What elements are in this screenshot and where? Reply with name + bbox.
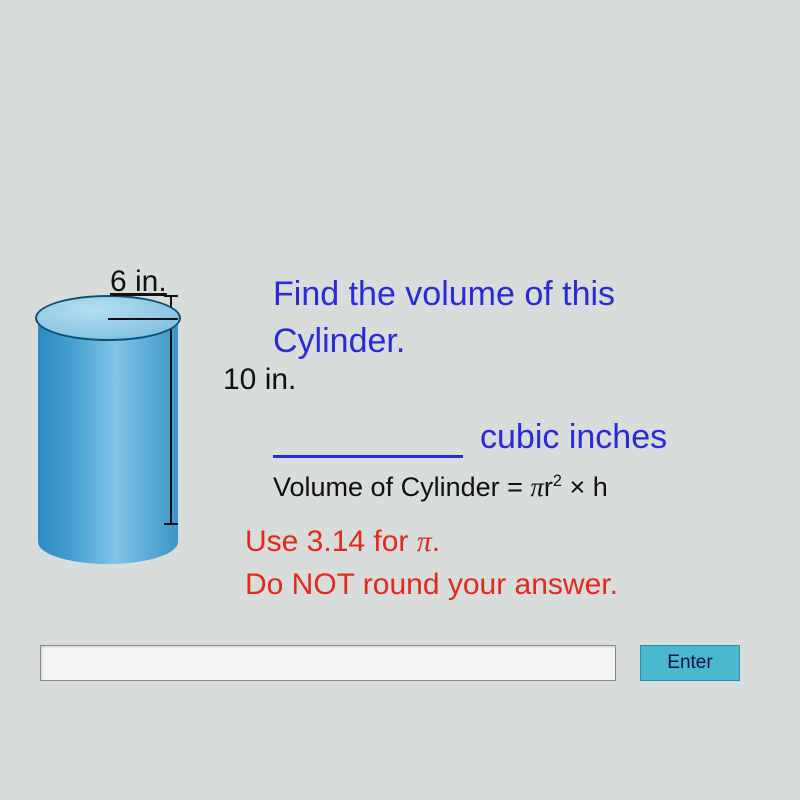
prompt-line-1: Find the volume of this [273,275,615,314]
note-no-round: Do NOT round your answer. [245,568,618,602]
radius-line [108,318,178,320]
answer-blank-line [273,455,463,458]
answer-row: Enter [40,645,740,685]
radius-label: 6 in. [110,265,167,299]
cylinder-diagram: 6 in. [30,275,190,545]
cylinder-body [38,315,178,540]
height-line-cap-bottom [164,523,178,525]
enter-button[interactable]: Enter [640,645,740,681]
formula-text: Volume of Cylinder = πr2 × h [273,472,608,503]
height-label: 10 in. [223,363,296,397]
answer-input[interactable] [40,645,616,681]
units-label: cubic inches [480,418,667,457]
note-use-pi: Use 3.14 for π. [245,525,440,559]
prompt-line-2: Cylinder. [273,322,405,361]
